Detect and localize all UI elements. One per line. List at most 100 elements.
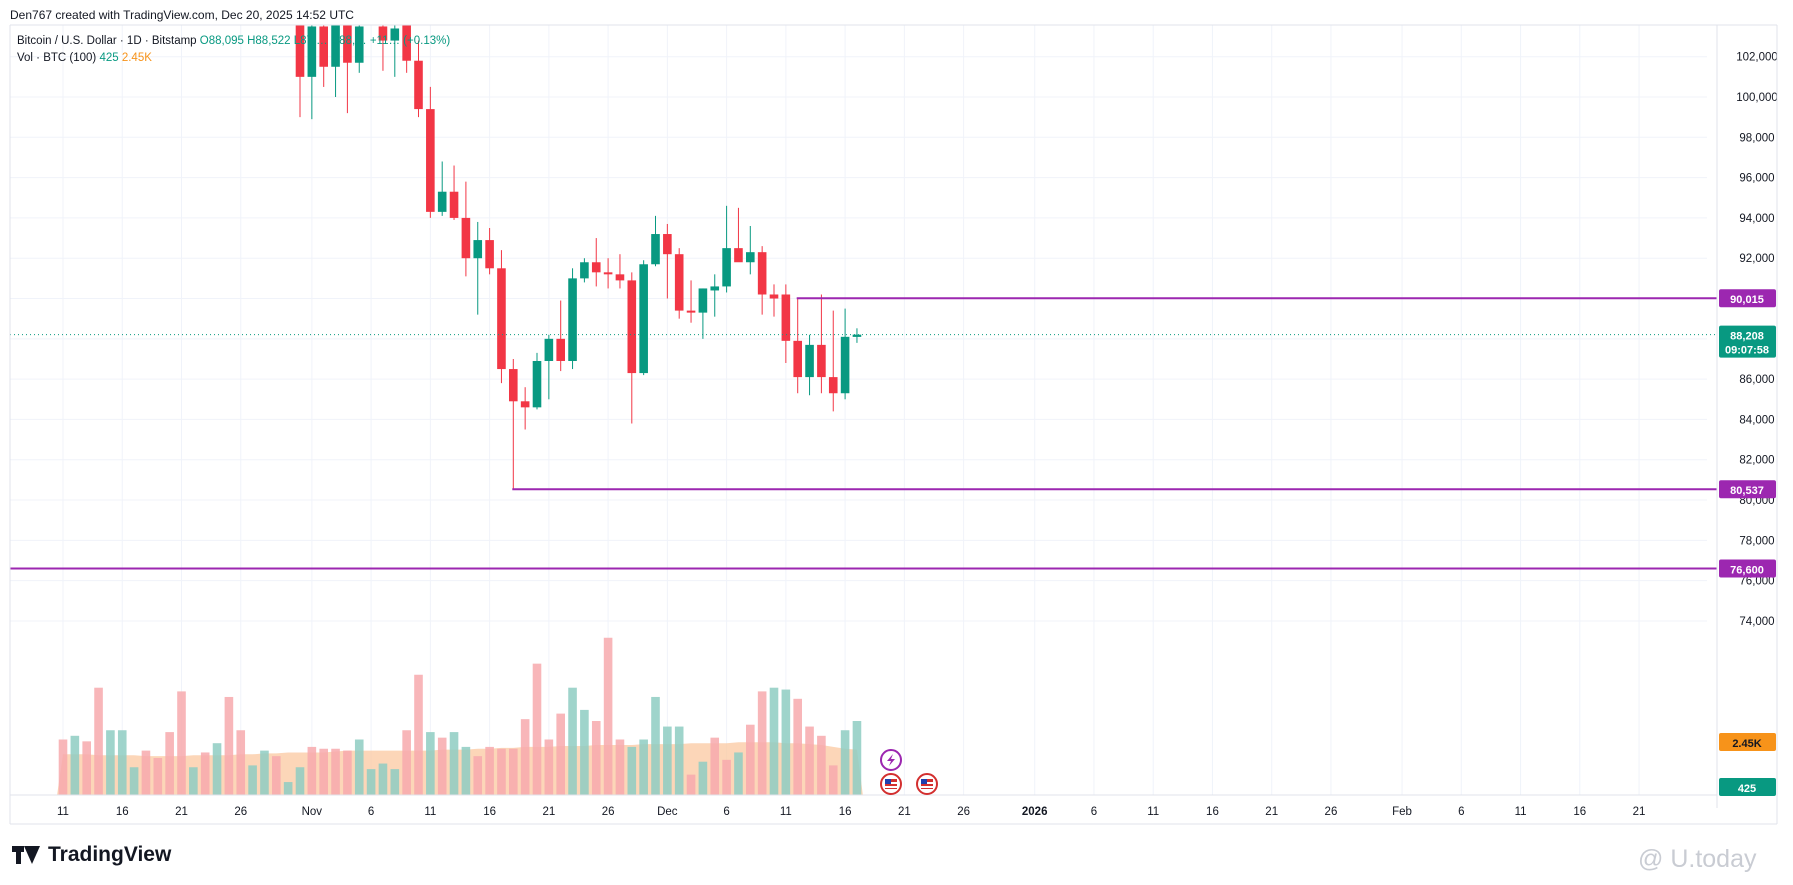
volume-bar (852, 721, 862, 795)
volume-bar (295, 767, 305, 795)
symbol-legend[interactable]: Bitcoin / U.S. Dollar · 1D · Bitstamp O8… (17, 35, 450, 47)
candle[interactable] (615, 254, 625, 289)
event-flash-icon[interactable] (880, 749, 902, 771)
candle[interactable] (710, 274, 720, 317)
candle[interactable] (437, 161, 447, 216)
volume-bar (343, 750, 352, 795)
candle[interactable] (746, 225, 755, 275)
candle[interactable] (414, 40, 423, 118)
candle[interactable] (497, 250, 506, 384)
candle[interactable] (852, 328, 862, 343)
volume-bar (793, 698, 802, 795)
candle-body (615, 274, 625, 281)
candle[interactable] (828, 310, 838, 412)
candle[interactable] (591, 238, 601, 287)
candle[interactable] (734, 207, 743, 263)
candle[interactable] (651, 215, 660, 267)
price-tag-76600[interactable]: 76,600 (1719, 559, 1776, 578)
candle[interactable] (603, 258, 613, 289)
volume-bar (58, 739, 68, 795)
price-tick-label: 100,000 (1736, 92, 1778, 104)
candle[interactable] (817, 294, 826, 394)
volume-bar (414, 674, 423, 795)
price-axis[interactable]: 74,00076,00078,00080,00082,00084,00086,0… (1716, 25, 1778, 808)
volume-bar (698, 761, 708, 795)
time-tick-label: 26 (957, 806, 970, 818)
volume-bar (686, 774, 696, 795)
candle[interactable] (840, 308, 850, 400)
price-tick-label: 84,000 (1739, 414, 1774, 426)
candle[interactable] (686, 280, 696, 323)
candle-body (520, 401, 530, 408)
candle[interactable] (805, 334, 814, 396)
candle[interactable] (426, 86, 435, 218)
candle[interactable] (698, 288, 708, 339)
tradingview-logo[interactable]: TradingView (12, 843, 171, 867)
volume-bar (402, 730, 411, 795)
candle[interactable] (473, 221, 483, 315)
candle[interactable] (509, 358, 518, 490)
event-us-flag-icon[interactable] (880, 773, 902, 795)
candle[interactable] (544, 334, 554, 400)
price-tag-last[interactable]: 88,208 09:07:58 (1719, 325, 1776, 358)
candle[interactable] (769, 284, 779, 317)
candle[interactable] (532, 352, 542, 410)
time-axis[interactable]: 11 16 21 26 Nov 6 11 16 21 26 Dec 6 11 16 21 26 2026 6 11 1… (10, 794, 1777, 825)
volume-label: Vol · BTC (100) (17, 52, 97, 64)
volume-bar (710, 737, 720, 795)
volume-bar (746, 724, 755, 795)
candle[interactable] (331, 6, 340, 97)
price-tag-90015[interactable]: 90,015 (1719, 289, 1776, 308)
candle[interactable] (402, 6, 411, 73)
candle[interactable] (319, 0, 328, 87)
candle-body (674, 254, 684, 311)
volume-legend[interactable]: Vol · BTC (100) 425 2.45K (17, 52, 152, 64)
volume-ma-tag[interactable]: 2.45K (1719, 733, 1776, 751)
candle[interactable] (757, 246, 767, 315)
time-tick-label: 21 (898, 806, 911, 818)
time-tick-label: 21 (175, 806, 188, 818)
price-tag-80537[interactable]: 80,537 (1719, 480, 1776, 499)
volume-bar (769, 687, 779, 795)
candle[interactable] (461, 181, 471, 277)
candle[interactable] (449, 165, 459, 220)
candle[interactable] (627, 272, 637, 424)
candle[interactable] (295, 0, 305, 118)
candle[interactable] (722, 205, 731, 293)
candle[interactable] (378, 0, 388, 71)
candle-body (544, 338, 554, 361)
event-flash-icon-glyph (887, 754, 895, 766)
candle-body (556, 338, 565, 361)
candle[interactable] (793, 298, 802, 394)
candle[interactable] (556, 300, 565, 372)
price-tick-label: 74,000 (1739, 616, 1774, 628)
candle[interactable] (639, 260, 648, 376)
candle[interactable] (354, 16, 364, 73)
candle-body (426, 109, 435, 212)
price-tag-80537-text: 80,537 (1730, 485, 1764, 497)
candle[interactable] (343, 0, 352, 114)
candle[interactable] (520, 387, 530, 430)
candle[interactable] (580, 258, 589, 283)
volume-bar (591, 721, 601, 795)
candle[interactable] (674, 248, 684, 319)
candle[interactable] (485, 227, 494, 275)
candle-body (686, 310, 696, 313)
volume-last-tag[interactable]: 425 (1719, 778, 1776, 796)
candle[interactable] (307, 16, 317, 120)
event-us-flag-icon[interactable] (916, 773, 938, 795)
volume-bar (473, 756, 483, 795)
time-tick-label: 11 (1515, 806, 1527, 818)
time-tick-label: 21 (1265, 806, 1278, 818)
ohlc-values: O88,095 H88,522 L87,… C88,… +11… (+0.13%… (199, 35, 451, 47)
event-us-flag-icon-stripe (885, 786, 897, 788)
created-by-caption: Den767 created with TradingView.com, Dec… (10, 8, 354, 22)
candle[interactable] (663, 223, 672, 299)
volume-bar (189, 767, 198, 795)
candle[interactable] (568, 268, 577, 370)
candle[interactable] (781, 284, 791, 364)
candle-body (402, 25, 411, 61)
candle-body (769, 294, 779, 299)
candle[interactable] (390, 0, 400, 77)
